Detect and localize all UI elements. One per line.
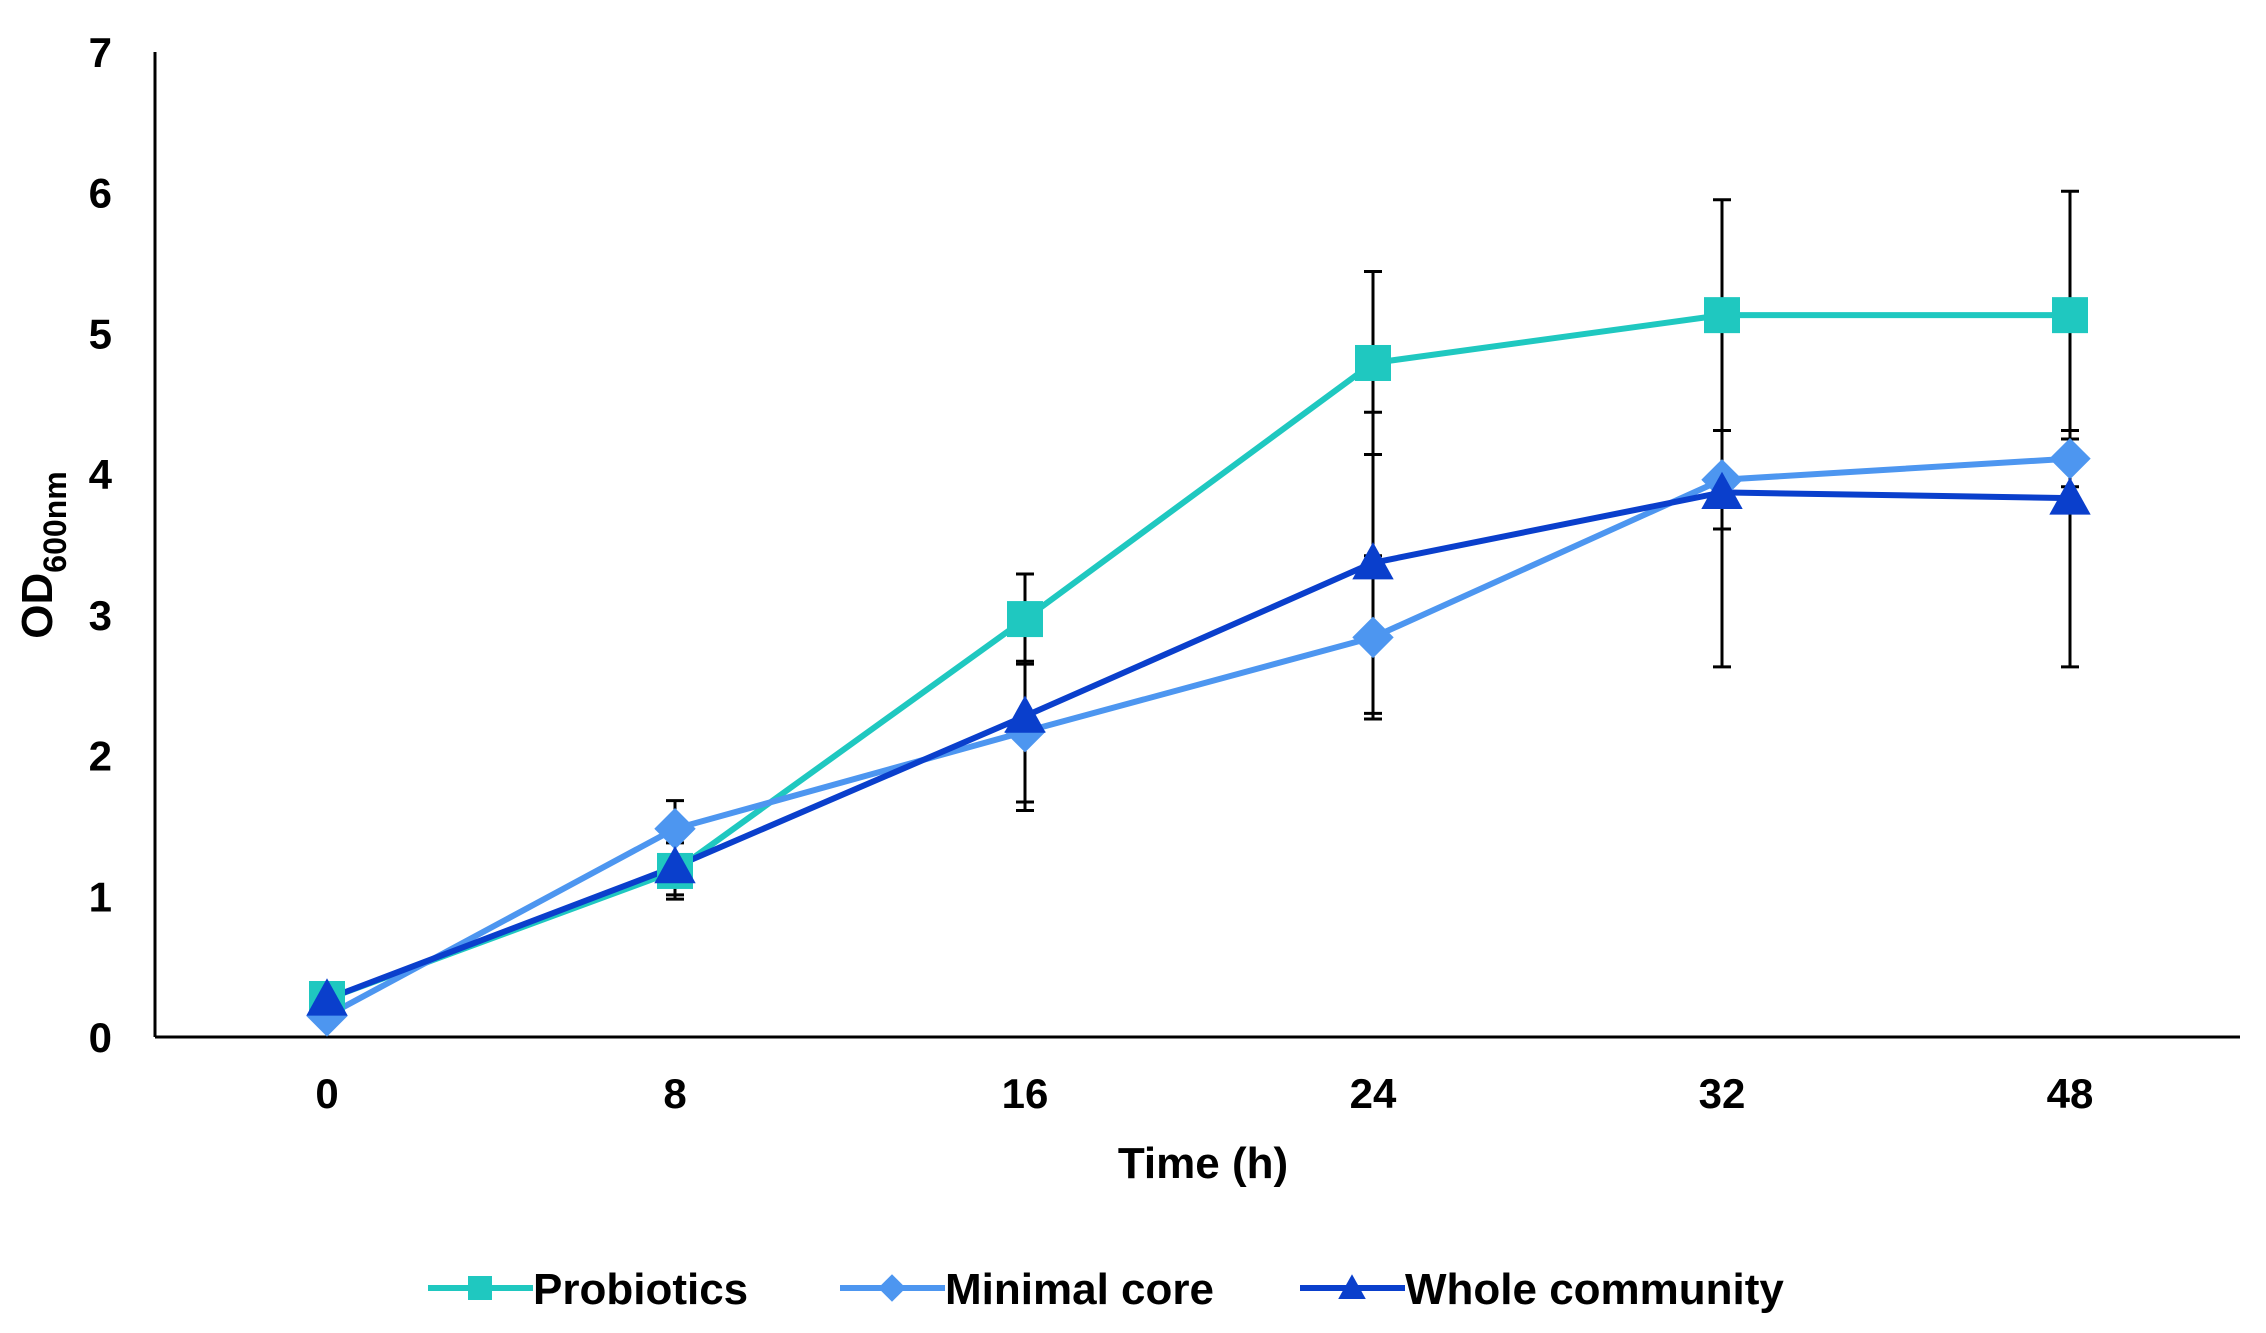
y-tick-label: 3	[89, 592, 112, 639]
series-markers	[306, 297, 2091, 1037]
legend-marker-probiotics	[468, 1276, 492, 1300]
data-point-whole-community	[306, 978, 348, 1016]
series-lines	[325, 312, 2071, 1019]
series-line-whole-community	[325, 489, 2071, 1002]
y-tick-label: 5	[89, 310, 112, 357]
y-axis-title-subscript: 600nm	[37, 471, 73, 572]
y-tick-label: 6	[89, 170, 112, 217]
axes	[153, 52, 2240, 1039]
x-tick-label: 16	[1002, 1070, 1049, 1117]
data-point-probiotics	[1007, 601, 1043, 638]
x-tick-label: 32	[1699, 1070, 1746, 1117]
data-point-whole-community	[654, 846, 696, 884]
data-point-probiotics	[2052, 297, 2088, 334]
data-point-probiotics	[1704, 297, 1740, 334]
x-tick-label: 24	[1350, 1070, 1397, 1117]
y-tick-label: 4	[89, 451, 113, 498]
legend-marker-minimal-core	[878, 1274, 906, 1302]
data-point-minimal-core	[2049, 437, 2091, 480]
data-point-whole-community	[2049, 477, 2091, 515]
legend-label-probiotics: Probiotics	[533, 1265, 748, 1314]
data-point-whole-community	[1352, 542, 1394, 580]
y-tick-label: 1	[89, 873, 112, 920]
y-tick-label: 2	[89, 733, 112, 780]
x-tick-labels: 0 8 16 24 32 48	[315, 1070, 2093, 1117]
y-tick-labels: 0 1 2 3 4 5 6 7	[89, 29, 113, 1061]
x-tick-label: 0	[315, 1070, 338, 1117]
data-point-probiotics	[1355, 344, 1391, 381]
legend-label-minimal-core: Minimal core	[945, 1265, 1214, 1314]
data-point-whole-community	[1004, 695, 1046, 733]
legend: Probiotics Minimal core Whole community	[428, 1265, 1784, 1314]
x-axis-title: Time (h)	[1118, 1139, 1288, 1188]
legend-label-whole-community: Whole community	[1405, 1265, 1784, 1314]
y-tick-label: 7	[89, 29, 112, 76]
x-tick-label: 8	[663, 1070, 686, 1117]
series-line-minimal-core	[325, 455, 2071, 1019]
data-point-minimal-core	[654, 808, 696, 850]
series-line-probiotics	[325, 312, 2070, 1002]
x-tick-label: 48	[2047, 1070, 2094, 1117]
data-point-minimal-core	[1352, 616, 1394, 659]
y-axis-title: OD600nm	[13, 471, 73, 638]
legend-marker-whole-community	[1338, 1274, 1366, 1300]
y-tick-label: 0	[89, 1014, 112, 1061]
data-point-minimal-core	[306, 995, 348, 1037]
y-axis-title-main: OD	[13, 573, 62, 639]
data-point-whole-community	[1701, 471, 1743, 509]
